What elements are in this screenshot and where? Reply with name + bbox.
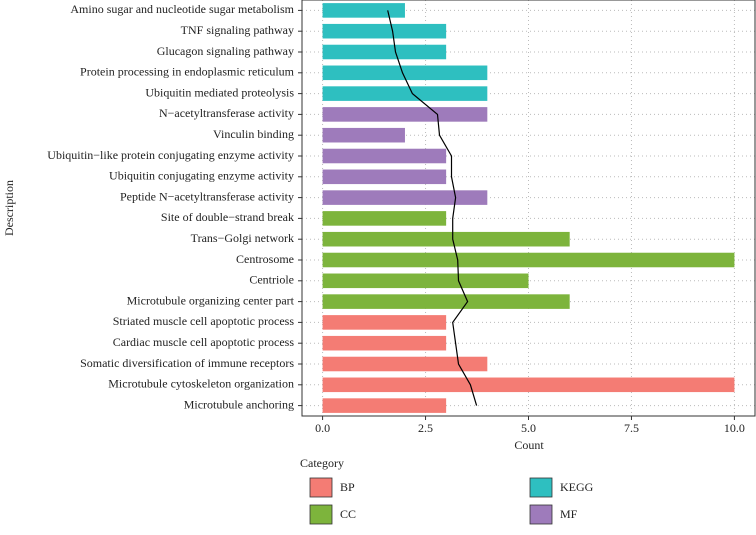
legend-swatch xyxy=(309,504,333,525)
bar xyxy=(322,23,447,39)
bar xyxy=(322,252,735,268)
bar xyxy=(322,377,735,393)
bar xyxy=(322,107,488,122)
bar xyxy=(322,65,488,81)
y-tick-label: Somatic diversification of immune recept… xyxy=(80,356,294,370)
y-tick-label: Microtubule anchoring xyxy=(184,397,294,411)
y-axis-title: Description xyxy=(2,180,16,236)
bar xyxy=(322,356,488,372)
y-tick-label: Peptide N−acetyltransferase activity xyxy=(120,189,294,203)
bar xyxy=(322,127,405,143)
y-tick-label: Centrosome xyxy=(236,252,294,266)
bar xyxy=(322,44,447,60)
y-tick-label: Microtubule organizing center part xyxy=(127,293,295,307)
bar xyxy=(322,294,570,309)
y-tick-label: N−acetyltransferase activity xyxy=(159,106,294,120)
y-tick-label: Ubiquitin conjugating enzyme activity xyxy=(109,169,294,183)
legend-label: KEGG xyxy=(560,480,594,494)
y-tick-label: Site of double−strand break xyxy=(161,210,294,224)
bar xyxy=(322,3,405,18)
bar xyxy=(322,169,447,185)
y-tick-label: TNF signaling pathway xyxy=(181,23,294,37)
bar xyxy=(322,335,447,351)
y-tick-label: Microtubule cytoskeleton organization xyxy=(108,377,294,391)
bar xyxy=(322,231,570,247)
y-tick-label: Centriole xyxy=(249,273,294,287)
bar xyxy=(322,398,447,413)
legend-swatch xyxy=(529,504,553,525)
y-tick-label: Ubiquitin mediated proteolysis xyxy=(145,85,294,99)
legend-label: MF xyxy=(560,507,578,521)
y-tick-label: Protein processing in endoplasmic reticu… xyxy=(80,65,295,79)
legend-title: Category xyxy=(300,456,344,470)
x-tick-label: 5.0 xyxy=(521,421,536,435)
trend-line xyxy=(387,10,478,406)
y-tick-label: Cardiac muscle cell apoptotic process xyxy=(113,335,295,349)
bar xyxy=(322,190,488,205)
y-tick-label: Ubiquitin−like protein conjugating enzym… xyxy=(47,148,294,162)
x-tick-label: 10.0 xyxy=(724,421,745,435)
bar xyxy=(322,148,447,164)
legend-label: BP xyxy=(340,480,355,494)
bar xyxy=(322,86,488,101)
bar xyxy=(322,273,529,289)
bar xyxy=(322,315,447,330)
x-tick-label: 7.5 xyxy=(624,421,639,435)
x-axis-title: Count xyxy=(514,438,544,452)
y-tick-label: Glucagon signaling pathway xyxy=(157,44,294,58)
y-tick-label: Trans−Golgi network xyxy=(191,231,294,245)
bar xyxy=(322,211,447,226)
legend-label: CC xyxy=(340,507,356,521)
x-tick-label: 2.5 xyxy=(418,421,433,435)
y-tick-label: Striated muscle cell apoptotic process xyxy=(113,314,295,328)
legend-swatch xyxy=(529,477,553,498)
y-tick-label: Amino sugar and nucleotide sugar metabol… xyxy=(70,2,294,16)
plot-frame xyxy=(301,0,756,417)
y-tick-label: Vinculin binding xyxy=(213,127,294,141)
x-tick-label: 0.0 xyxy=(315,421,330,435)
legend-swatch xyxy=(309,477,333,498)
